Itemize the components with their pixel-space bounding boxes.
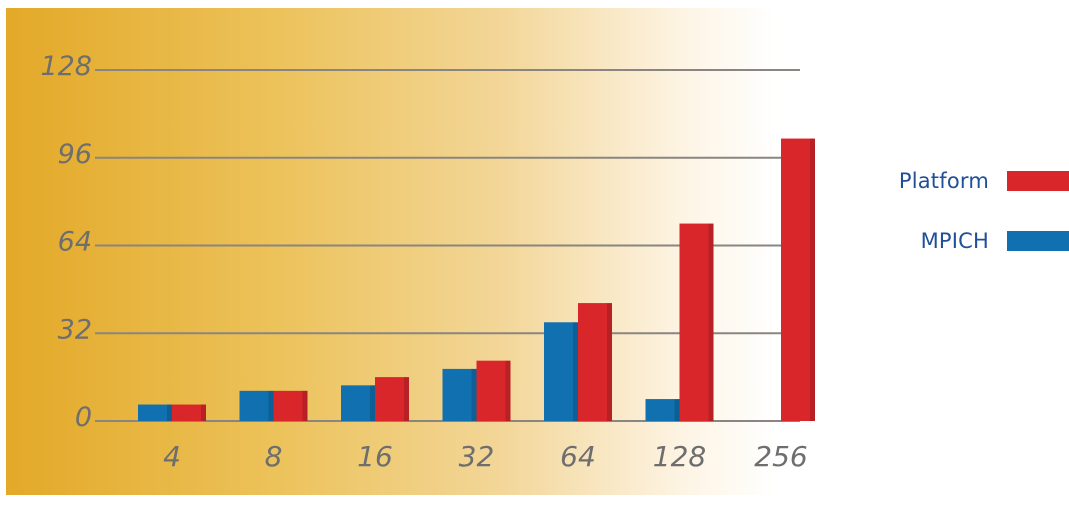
bar-platform-16 <box>375 377 409 421</box>
x-tick-label: 256 <box>754 440 807 473</box>
x-tick-label: 8 <box>265 440 283 473</box>
bar-mpich-128 <box>645 399 680 421</box>
bar-shade-platform-32 <box>505 360 511 421</box>
x-tick-label: 32 <box>459 440 495 473</box>
bar-shade-mpich-16 <box>370 385 375 421</box>
y-tick-label: 0 <box>75 402 92 433</box>
bar-shade-platform-16 <box>404 377 409 421</box>
legend-item-platform: Platform <box>840 166 1069 196</box>
bar-platform-256 <box>781 138 815 421</box>
bar-shade-mpich-64 <box>573 322 578 421</box>
bar-shade-mpich-4 <box>167 404 172 421</box>
bar-platform-64 <box>578 303 612 421</box>
bar-shade-platform-128 <box>708 223 714 421</box>
bar-platform-128 <box>679 223 714 421</box>
legend-item-mpich: MPICH <box>840 226 1069 256</box>
legend-swatch-mpich <box>1007 231 1069 251</box>
bar-shade-platform-8 <box>302 390 308 421</box>
bars <box>138 138 815 421</box>
x-tick-label: 16 <box>357 440 393 473</box>
x-tick-label: 128 <box>653 440 706 473</box>
y-tick-label: 96 <box>58 139 92 170</box>
bar-shade-platform-4 <box>201 404 206 421</box>
bar-shade-platform-256 <box>810 138 815 421</box>
x-tick-label: 64 <box>560 440 596 473</box>
bar-shade-mpich-32 <box>471 368 477 421</box>
x-tick-label: 4 <box>163 440 181 473</box>
y-tick-label: 64 <box>58 227 92 258</box>
legend-label-platform: Platform <box>898 169 989 193</box>
bar-shade-platform-64 <box>607 303 612 421</box>
y-tick-label: 128 <box>40 51 92 82</box>
bar-shade-mpich-8 <box>268 390 274 421</box>
legend-swatch-platform <box>1007 171 1069 191</box>
bar-platform-4 <box>172 404 206 421</box>
y-axis-ticks: 0 32 64 96 128 <box>40 51 92 433</box>
bar-mpich-4 <box>138 404 172 421</box>
y-tick-label: 32 <box>58 314 92 345</box>
bar-shade-mpich-128 <box>674 399 680 421</box>
legend-label-mpich: MPICH <box>920 229 989 253</box>
bar-platform-32 <box>476 360 511 421</box>
legend: Platform MPICH <box>840 166 1069 286</box>
bar-mpich-8 <box>239 390 274 421</box>
bar-mpich-16 <box>341 385 375 421</box>
x-axis-ticks: 4 8 16 32 64 128 256 <box>163 440 808 473</box>
bar-mpich-32 <box>442 368 477 421</box>
bar-mpich-64 <box>544 322 578 421</box>
bar-platform-8 <box>273 390 308 421</box>
